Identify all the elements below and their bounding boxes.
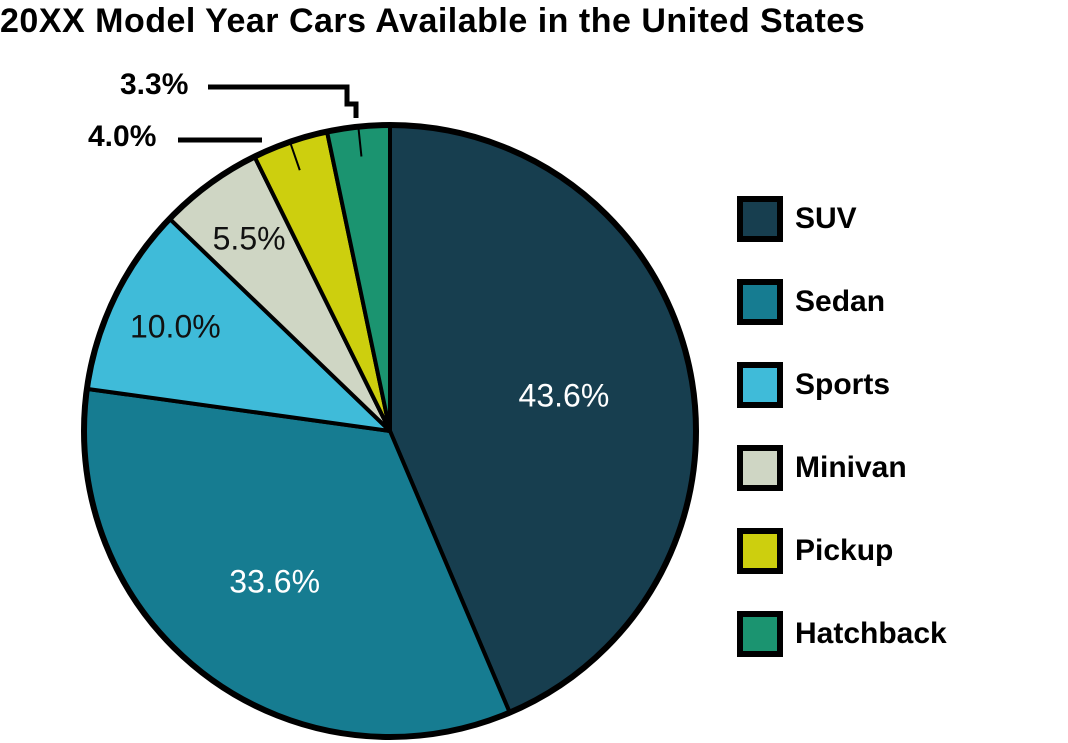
legend-label: Pickup — [795, 534, 894, 567]
legend-label: SUV — [795, 202, 857, 235]
slice-label-suv: 43.6% — [519, 378, 610, 414]
legend-item-minivan: Minivan — [737, 444, 907, 492]
legend-swatch — [737, 279, 783, 325]
legend-swatch — [737, 445, 783, 491]
legend-swatch — [737, 196, 783, 242]
leader-line-hatchback — [208, 84, 359, 118]
callout-tick — [357, 128, 363, 157]
slice-label-sedan: 33.6% — [229, 564, 320, 600]
pie-outline — [81, 122, 699, 740]
callout-tick — [289, 143, 301, 171]
legend-label: Hatchback — [795, 617, 947, 650]
legend-swatch — [737, 611, 783, 657]
legend-label: Sedan — [795, 285, 886, 318]
slice-label-sports: 10.0% — [130, 309, 221, 345]
legend-item-sports: Sports — [737, 361, 890, 409]
slice-label-minivan: 5.5% — [213, 220, 286, 256]
legend-label: Minivan — [795, 451, 907, 484]
legend-item-sedan: Sedan — [737, 278, 885, 326]
legend-swatch — [737, 528, 783, 574]
callout-hatchback: 3.3% — [120, 68, 189, 101]
legend-swatch — [737, 362, 783, 408]
legend-label: Sports — [795, 368, 891, 401]
chart-title: 20XX Model Year Cars Available in the Un… — [0, 2, 866, 40]
legend-item-hatchback: Hatchback — [737, 610, 947, 658]
legend-item-suv: SUV — [737, 195, 857, 243]
callout-pickup: 4.0% — [88, 120, 157, 153]
legend-item-pickup: Pickup — [737, 527, 893, 575]
